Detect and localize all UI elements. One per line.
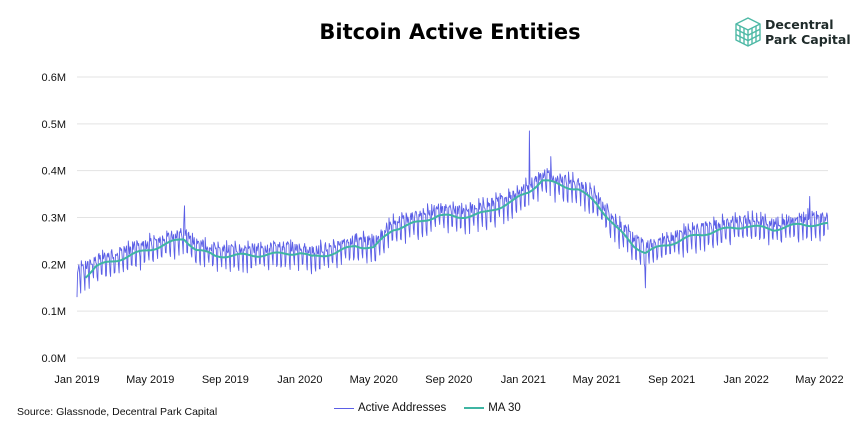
brand-name-line2: Park Capital <box>765 32 851 47</box>
series-line-active-addresses <box>76 130 829 298</box>
y-tick-label: 0.5M <box>42 119 66 131</box>
legend-swatch-ma30 <box>464 407 485 409</box>
chart-legend: Active Addresses MA 30 <box>334 402 539 414</box>
legend-label-ma30: MA 30 <box>488 402 521 414</box>
x-tick-label: May 2022 <box>795 374 843 386</box>
x-tick-label: Sep 2020 <box>425 374 472 386</box>
x-tick-label: May 2020 <box>350 374 398 386</box>
legend-item-ma30: MA 30 <box>464 402 521 414</box>
cube-logo-icon <box>735 17 761 47</box>
legend-label-active-addresses: Active Addresses <box>358 402 447 414</box>
chart-title: Bitcoin Active Entities <box>319 20 581 44</box>
y-tick-label: 0.1M <box>42 306 66 318</box>
x-tick-label: May 2021 <box>572 374 620 386</box>
gridlines <box>77 76 828 359</box>
brand-logo: Decentral Park Capital <box>734 16 859 50</box>
x-tick-label: Jan 2021 <box>501 374 546 386</box>
y-tick-label: 0.3M <box>42 213 66 225</box>
x-tick-label: Jan 2022 <box>724 374 769 386</box>
x-tick-label: May 2019 <box>126 374 174 386</box>
y-tick-label: 0.2M <box>42 259 66 271</box>
source-note: Source: Glassnode, Decentral Park Capita… <box>17 406 218 418</box>
series-layer <box>76 130 829 298</box>
x-tick-label: Sep 2021 <box>648 374 695 386</box>
x-tick-label: Jan 2019 <box>54 374 99 386</box>
y-tick-label: 0.4M <box>42 166 66 178</box>
x-axis-ticks: Jan 2019 May 2019 Sep 2019 Jan 2020 May 2020… <box>54 374 843 386</box>
y-axis-ticks: 0.0M 0.1M 0.2M 0.3M 0.4M 0.5M 0.6M <box>42 72 66 365</box>
brand-name-line1: Decentral <box>765 17 834 32</box>
x-tick-label: Jan 2020 <box>277 374 322 386</box>
series-line-ma30 <box>84 179 829 279</box>
legend-swatch-active-addresses <box>334 407 354 409</box>
y-tick-label: 0.6M <box>42 72 66 84</box>
x-tick-label: Sep 2019 <box>202 374 249 386</box>
y-tick-label: 0.0M <box>42 353 66 365</box>
legend-item-active-addresses: Active Addresses <box>334 402 446 414</box>
